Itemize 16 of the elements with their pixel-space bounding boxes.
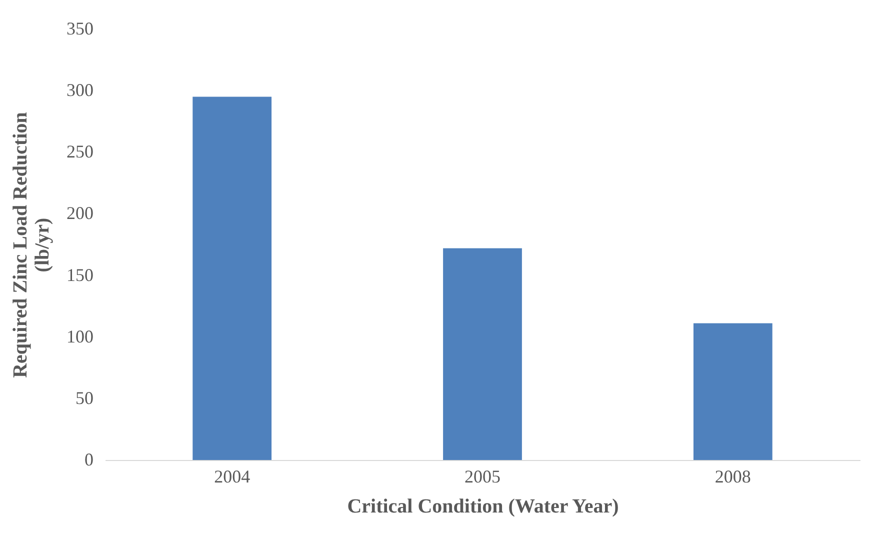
y-tick-label: 350	[66, 18, 94, 38]
bar	[693, 323, 772, 460]
y-tick-label: 250	[66, 142, 94, 162]
x-tick-label: 2005	[464, 466, 500, 486]
y-tick-label: 100	[66, 326, 94, 346]
y-tick-label: 200	[66, 203, 94, 224]
x-tick-label: 2008	[714, 466, 751, 486]
x-axis-title: Critical Condition (Water Year)	[347, 496, 619, 518]
y-axis-title: Required Zinc Load Reduction (lb/yr)	[10, 112, 54, 378]
bar	[443, 248, 522, 460]
y-tick-label: 300	[66, 80, 94, 100]
y-tick-label: 150	[66, 264, 94, 285]
y-tick-label: 0	[84, 450, 94, 470]
x-tick-label: 2004	[214, 466, 250, 486]
y-tick-label: 50	[76, 388, 94, 408]
bar	[192, 96, 272, 460]
